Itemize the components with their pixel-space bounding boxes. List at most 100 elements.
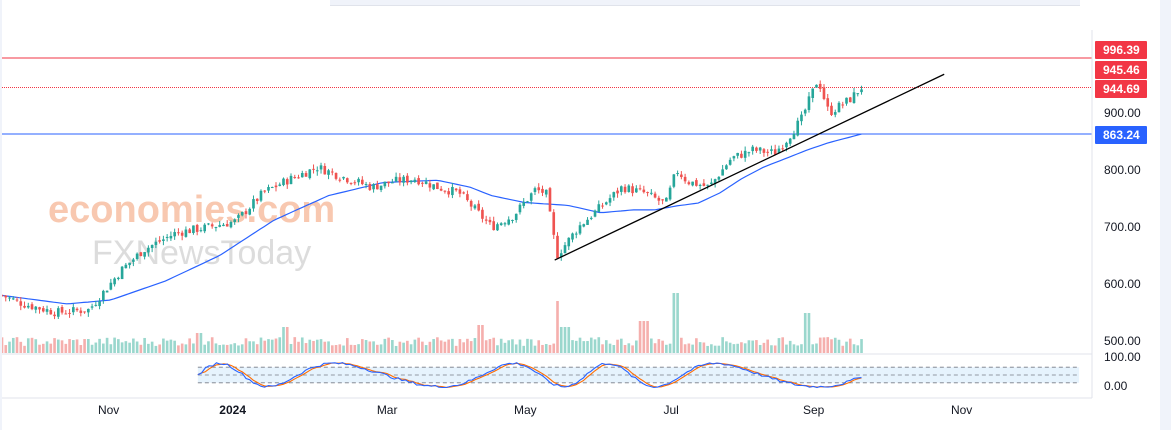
volume-bar — [255, 344, 259, 353]
candle-body — [252, 199, 255, 209]
candle-body — [792, 133, 796, 140]
candle-body — [173, 232, 176, 237]
candle-body — [556, 235, 559, 259]
candle-body — [45, 309, 49, 312]
trendline-segment[interactable] — [554, 73, 945, 261]
volume-bar — [488, 339, 492, 353]
candle-body — [631, 186, 634, 194]
candle-body — [522, 202, 526, 206]
candle-body — [124, 264, 128, 269]
volume-bar — [188, 338, 191, 353]
candle-body — [342, 176, 345, 179]
volume-bar — [417, 337, 420, 353]
candle-body — [278, 184, 282, 186]
volume-bar — [593, 339, 597, 353]
candle-body — [788, 138, 792, 144]
price-axis[interactable]: 900.00 800.00 700.00 600.00 500.00 100.00 0.00 — [1091, 30, 1141, 398]
candle-body — [53, 314, 56, 317]
candle-body — [627, 185, 631, 192]
volume-bar — [770, 345, 773, 353]
volume-bar — [627, 343, 631, 353]
candle-body — [304, 173, 308, 177]
candle-body — [30, 304, 34, 310]
candle-body — [117, 277, 120, 280]
volume-bar — [777, 338, 781, 353]
candle-body — [195, 224, 199, 232]
volume-bar — [713, 345, 717, 353]
volume-bar — [304, 343, 308, 353]
stochastic-panel — [2, 353, 1092, 399]
candle-body — [439, 188, 443, 191]
volume-bar — [732, 344, 736, 353]
candle-body — [526, 201, 529, 203]
candle-body — [447, 191, 450, 195]
candle-body — [41, 308, 45, 312]
volume-bar — [826, 337, 830, 353]
time-tick-label: Nov — [951, 403, 972, 417]
candle-body — [469, 200, 473, 207]
candle-body — [563, 245, 567, 254]
price-label-text: 944.69 — [1103, 82, 1140, 96]
volume-bar — [833, 337, 837, 353]
trendline[interactable] — [554, 73, 945, 261]
candle-body — [274, 185, 278, 188]
volume-bar — [165, 340, 169, 353]
volume-bar — [803, 313, 807, 353]
candle-body — [308, 169, 312, 179]
volume-bar — [845, 341, 848, 353]
candle-body — [462, 192, 465, 194]
candle-body — [132, 259, 135, 262]
candle-body — [207, 223, 210, 225]
volume-bar — [124, 341, 128, 353]
volume-bar — [533, 345, 537, 353]
volume-bar — [496, 345, 499, 353]
volume-bar — [135, 341, 139, 353]
volume-bar — [837, 339, 841, 353]
candle-body — [94, 304, 98, 306]
candle-body — [650, 192, 653, 194]
volume-bar — [64, 343, 68, 353]
volume-bar — [503, 342, 507, 353]
candle-body — [638, 188, 642, 190]
candle-body — [345, 178, 349, 183]
volume-bar — [710, 344, 713, 353]
candle-body — [26, 305, 30, 308]
volume-bar — [315, 339, 319, 353]
time-axis[interactable]: Nov 2024 Mar May Jul Sep Nov — [98, 403, 972, 417]
volume-bar — [529, 339, 533, 353]
candle-body — [466, 194, 469, 201]
candle-body — [293, 177, 297, 179]
left-edge — [0, 0, 2, 430]
candle-body — [755, 147, 758, 151]
candle-body — [473, 205, 477, 209]
candle-body — [717, 176, 721, 180]
volume-bar — [537, 340, 541, 353]
volume-bar — [383, 338, 387, 353]
volume-bar — [589, 337, 593, 353]
candle-body — [736, 152, 739, 156]
time-tick-label: Mar — [377, 403, 398, 417]
volume-bar — [635, 340, 638, 353]
candle-body — [785, 142, 788, 148]
volume-bar — [578, 337, 582, 353]
volume-bar — [657, 339, 661, 353]
volume-bar — [830, 339, 833, 353]
volume-bar — [109, 344, 113, 353]
candle-body — [162, 239, 165, 241]
volume-bar — [650, 338, 653, 353]
candle-body — [150, 244, 154, 249]
candle-body — [668, 187, 672, 200]
volume-bar — [762, 342, 766, 353]
price-tick-label: 600.00 — [1104, 277, 1141, 291]
volume-bar — [484, 340, 488, 353]
volume-bar — [687, 343, 691, 353]
volume-bar — [421, 341, 424, 353]
volume-bar — [676, 293, 679, 353]
volume-bar — [796, 345, 800, 353]
volume-bar — [428, 341, 432, 353]
candle-body — [139, 252, 143, 257]
volume-bar — [815, 343, 818, 353]
volume-bar — [300, 337, 304, 353]
candle-body — [135, 253, 139, 260]
